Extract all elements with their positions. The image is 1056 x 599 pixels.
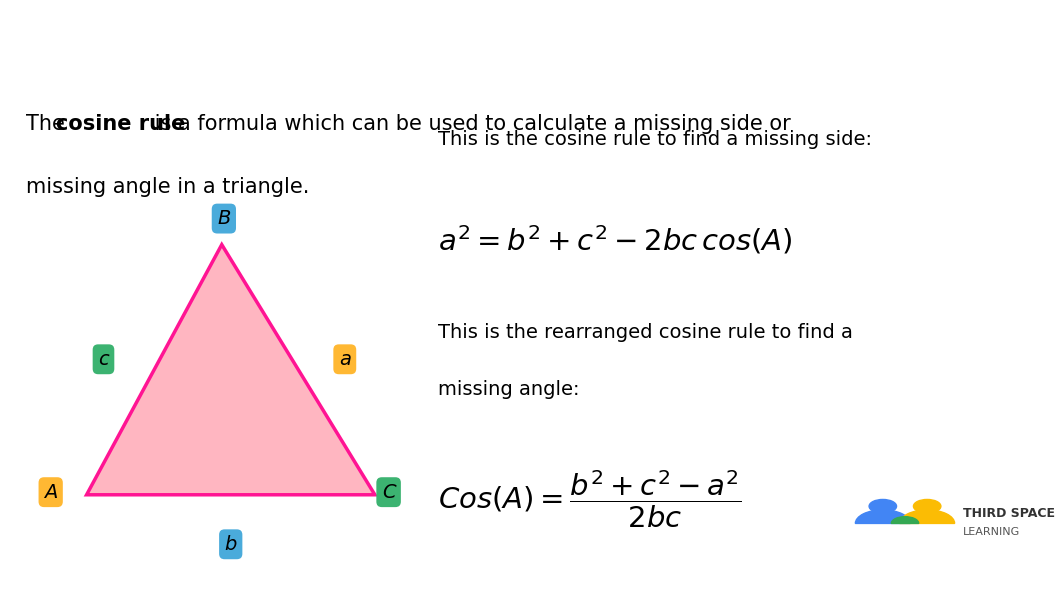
Text: C: C	[382, 483, 395, 502]
Text: LEARNING: LEARNING	[963, 527, 1020, 537]
Wedge shape	[891, 517, 919, 524]
Text: Cosine Rule: Cosine Rule	[26, 24, 283, 62]
Wedge shape	[855, 510, 910, 524]
Text: missing angle in a triangle.: missing angle in a triangle.	[26, 177, 309, 197]
Text: The: The	[26, 114, 72, 134]
Text: cosine rule: cosine rule	[56, 114, 186, 134]
Text: a: a	[339, 350, 351, 369]
Text: $Cos(A) = \dfrac{b^2 + c^2 - a^2}{2bc}$: $Cos(A) = \dfrac{b^2 + c^2 - a^2}{2bc}$	[438, 468, 742, 530]
Text: This is the cosine rule to find a missing side:: This is the cosine rule to find a missin…	[438, 130, 872, 149]
Text: $a^2 = b^2 + c^2 - 2bc\,cos(A)$: $a^2 = b^2 + c^2 - 2bc\,cos(A)$	[438, 224, 793, 257]
Circle shape	[869, 500, 897, 513]
Text: This is the rearranged cosine rule to find a: This is the rearranged cosine rule to fi…	[438, 323, 853, 342]
Text: b: b	[225, 535, 237, 554]
Text: B: B	[218, 209, 230, 228]
Text: c: c	[98, 350, 109, 369]
Polygon shape	[87, 244, 375, 495]
Text: THIRD SPACE: THIRD SPACE	[963, 507, 1055, 519]
Wedge shape	[900, 510, 955, 524]
Text: is a formula which can be used to calculate a missing side or: is a formula which can be used to calcul…	[148, 114, 791, 134]
Text: A: A	[44, 483, 57, 502]
Text: missing angle:: missing angle:	[438, 380, 580, 399]
Circle shape	[913, 500, 941, 513]
